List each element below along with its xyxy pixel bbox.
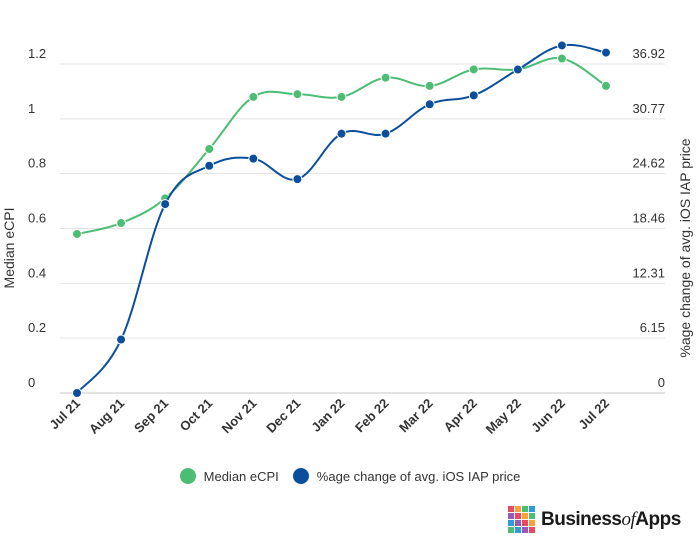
x-tick-label: Sep 21 xyxy=(131,396,171,436)
left-tick-label: 0.6 xyxy=(28,211,46,226)
brand-logo: BusinessofApps xyxy=(508,506,681,533)
data-point-iap-price-change[interactable] xyxy=(204,160,215,171)
data-point-median-ecpi[interactable] xyxy=(292,89,303,100)
right-tick-label: 6.15 xyxy=(640,320,665,335)
left-axis-title: Median eCPI xyxy=(1,208,17,289)
data-point-median-ecpi[interactable] xyxy=(116,218,127,229)
x-tick-label: Jun 22 xyxy=(528,396,568,436)
data-point-median-ecpi[interactable] xyxy=(601,80,611,91)
data-point-median-ecpi[interactable] xyxy=(248,91,259,102)
x-tick-label: Nov 21 xyxy=(219,396,260,437)
data-point-iap-price-change[interactable] xyxy=(424,99,435,110)
data-point-median-ecpi[interactable] xyxy=(468,64,479,75)
legend-marker-median-ecpi xyxy=(179,468,196,484)
right-tick-label: 24.62 xyxy=(632,156,665,171)
right-tick-label: 36.92 xyxy=(632,46,665,61)
x-tick-label: Mar 22 xyxy=(396,396,436,436)
data-point-iap-price-change[interactable] xyxy=(248,153,259,164)
x-tick-label: Feb 22 xyxy=(352,396,392,436)
left-tick-label: 0 xyxy=(28,375,35,390)
right-tick-label: 18.46 xyxy=(632,211,665,226)
left-tick-label: 0.8 xyxy=(28,156,46,171)
legend-label-median-ecpi: Median eCPI xyxy=(203,468,279,484)
series-line-median-ecpi xyxy=(76,57,607,235)
chart-canvas: 0 0.2 0.4 0.6 0.8 1 1.2 0 6.15 12.31 18.46 24.62 30… xyxy=(1,40,693,437)
data-point-iap-price-change[interactable] xyxy=(556,40,567,51)
data-point-iap-price-change[interactable] xyxy=(72,388,82,398)
x-tick-label: May 22 xyxy=(483,396,524,437)
x-tick-label: Oct 21 xyxy=(177,396,216,435)
right-tick-label: 12.31 xyxy=(632,265,665,280)
data-point-median-ecpi[interactable] xyxy=(380,72,391,83)
data-point-iap-price-change[interactable] xyxy=(116,334,127,345)
left-tick-label: 1 xyxy=(28,101,35,116)
x-tick-label: Jan 22 xyxy=(308,396,347,435)
data-point-median-ecpi[interactable] xyxy=(72,228,82,239)
data-point-median-ecpi[interactable] xyxy=(556,53,567,64)
data-point-iap-price-change[interactable] xyxy=(601,47,611,58)
brand-wordmark: BusinessofApps xyxy=(541,508,681,530)
x-tick-label: Dec 21 xyxy=(263,396,303,436)
x-axis-ticks: Jul 21 Aug 21 Sep 21 Oct 21 Nov 21 Dec 21 Jan … xyxy=(46,396,612,437)
data-point-iap-price-change[interactable] xyxy=(512,64,523,75)
left-tick-label: 0.4 xyxy=(28,265,46,280)
right-axis-title: %age change of avg. iOS IAP price xyxy=(677,138,693,357)
data-point-iap-price-change[interactable] xyxy=(468,90,479,101)
x-tick-label: Jul 21 xyxy=(46,396,83,433)
data-point-median-ecpi[interactable] xyxy=(336,91,347,102)
data-point-median-ecpi[interactable] xyxy=(204,143,215,154)
data-point-iap-price-change[interactable] xyxy=(336,128,347,139)
brand-grid-icon xyxy=(508,506,535,533)
right-axis-ticks: 0 6.15 12.31 18.46 24.62 30.77 36.92 xyxy=(632,46,665,390)
x-tick-label: Apr 22 xyxy=(441,396,480,435)
legend: Median eCPI %age change of avg. iOS IAP … xyxy=(0,468,700,484)
legend-item-iap-price-change[interactable]: %age change of avg. iOS IAP price xyxy=(292,468,521,484)
x-tick-label: Aug 21 xyxy=(86,396,127,437)
legend-label-iap-price-change: %age change of avg. iOS IAP price xyxy=(316,468,521,484)
right-tick-label: 30.77 xyxy=(632,101,665,116)
legend-item-median-ecpi[interactable]: Median eCPI xyxy=(179,468,279,484)
data-point-iap-price-change[interactable] xyxy=(292,174,303,185)
data-point-median-ecpi[interactable] xyxy=(424,80,435,91)
left-tick-label: 0.2 xyxy=(28,320,46,335)
left-axis-ticks: 0 0.2 0.4 0.6 0.8 1 1.2 xyxy=(28,46,46,390)
data-point-iap-price-change[interactable] xyxy=(160,199,171,210)
series-layer xyxy=(72,40,611,398)
x-tick-label: Jul 22 xyxy=(575,396,612,433)
right-tick-label: 0 xyxy=(658,375,665,390)
gridlines xyxy=(60,63,665,394)
legend-marker-iap-price-change xyxy=(292,468,309,484)
data-point-iap-price-change[interactable] xyxy=(380,128,391,139)
left-tick-label: 1.2 xyxy=(28,46,46,61)
